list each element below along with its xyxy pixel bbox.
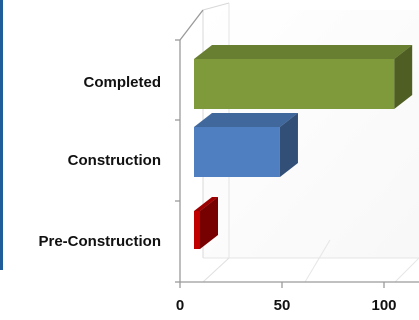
bar-top-face <box>194 113 298 127</box>
bar-front-face <box>194 211 200 249</box>
floor-diagonal-3 <box>394 257 419 283</box>
bar-side-face <box>200 197 218 249</box>
category-label: Pre-Construction <box>38 233 161 250</box>
bars-group <box>194 45 413 249</box>
bar-pre-construction <box>194 197 218 249</box>
category-label: Completed <box>83 74 161 91</box>
category-label: Construction <box>68 152 161 169</box>
category-axis-top <box>179 9 204 41</box>
bar-side-face <box>279 113 298 177</box>
floor-diagonal-1 <box>202 257 230 283</box>
bar-top-face <box>194 197 218 211</box>
back-wall-top-edge <box>202 2 230 11</box>
value-axis-tick-label: 0 <box>176 297 184 314</box>
bar-completed <box>194 45 413 109</box>
bar-side-face <box>394 45 413 109</box>
bar-top-face <box>194 45 413 59</box>
bar-construction <box>194 113 298 177</box>
bar-front-face <box>194 127 280 177</box>
floor-diagonal-2 <box>304 239 331 283</box>
bar-front-face <box>194 59 395 109</box>
left-edge-strip <box>0 0 3 270</box>
value-axis-ticks: 0 50 100 <box>176 282 397 314</box>
value-axis-tick-label: 100 <box>371 297 396 314</box>
category-labels: Completed Construction Pre-Construction <box>38 74 161 250</box>
value-axis-tick-label: 50 <box>274 297 291 314</box>
